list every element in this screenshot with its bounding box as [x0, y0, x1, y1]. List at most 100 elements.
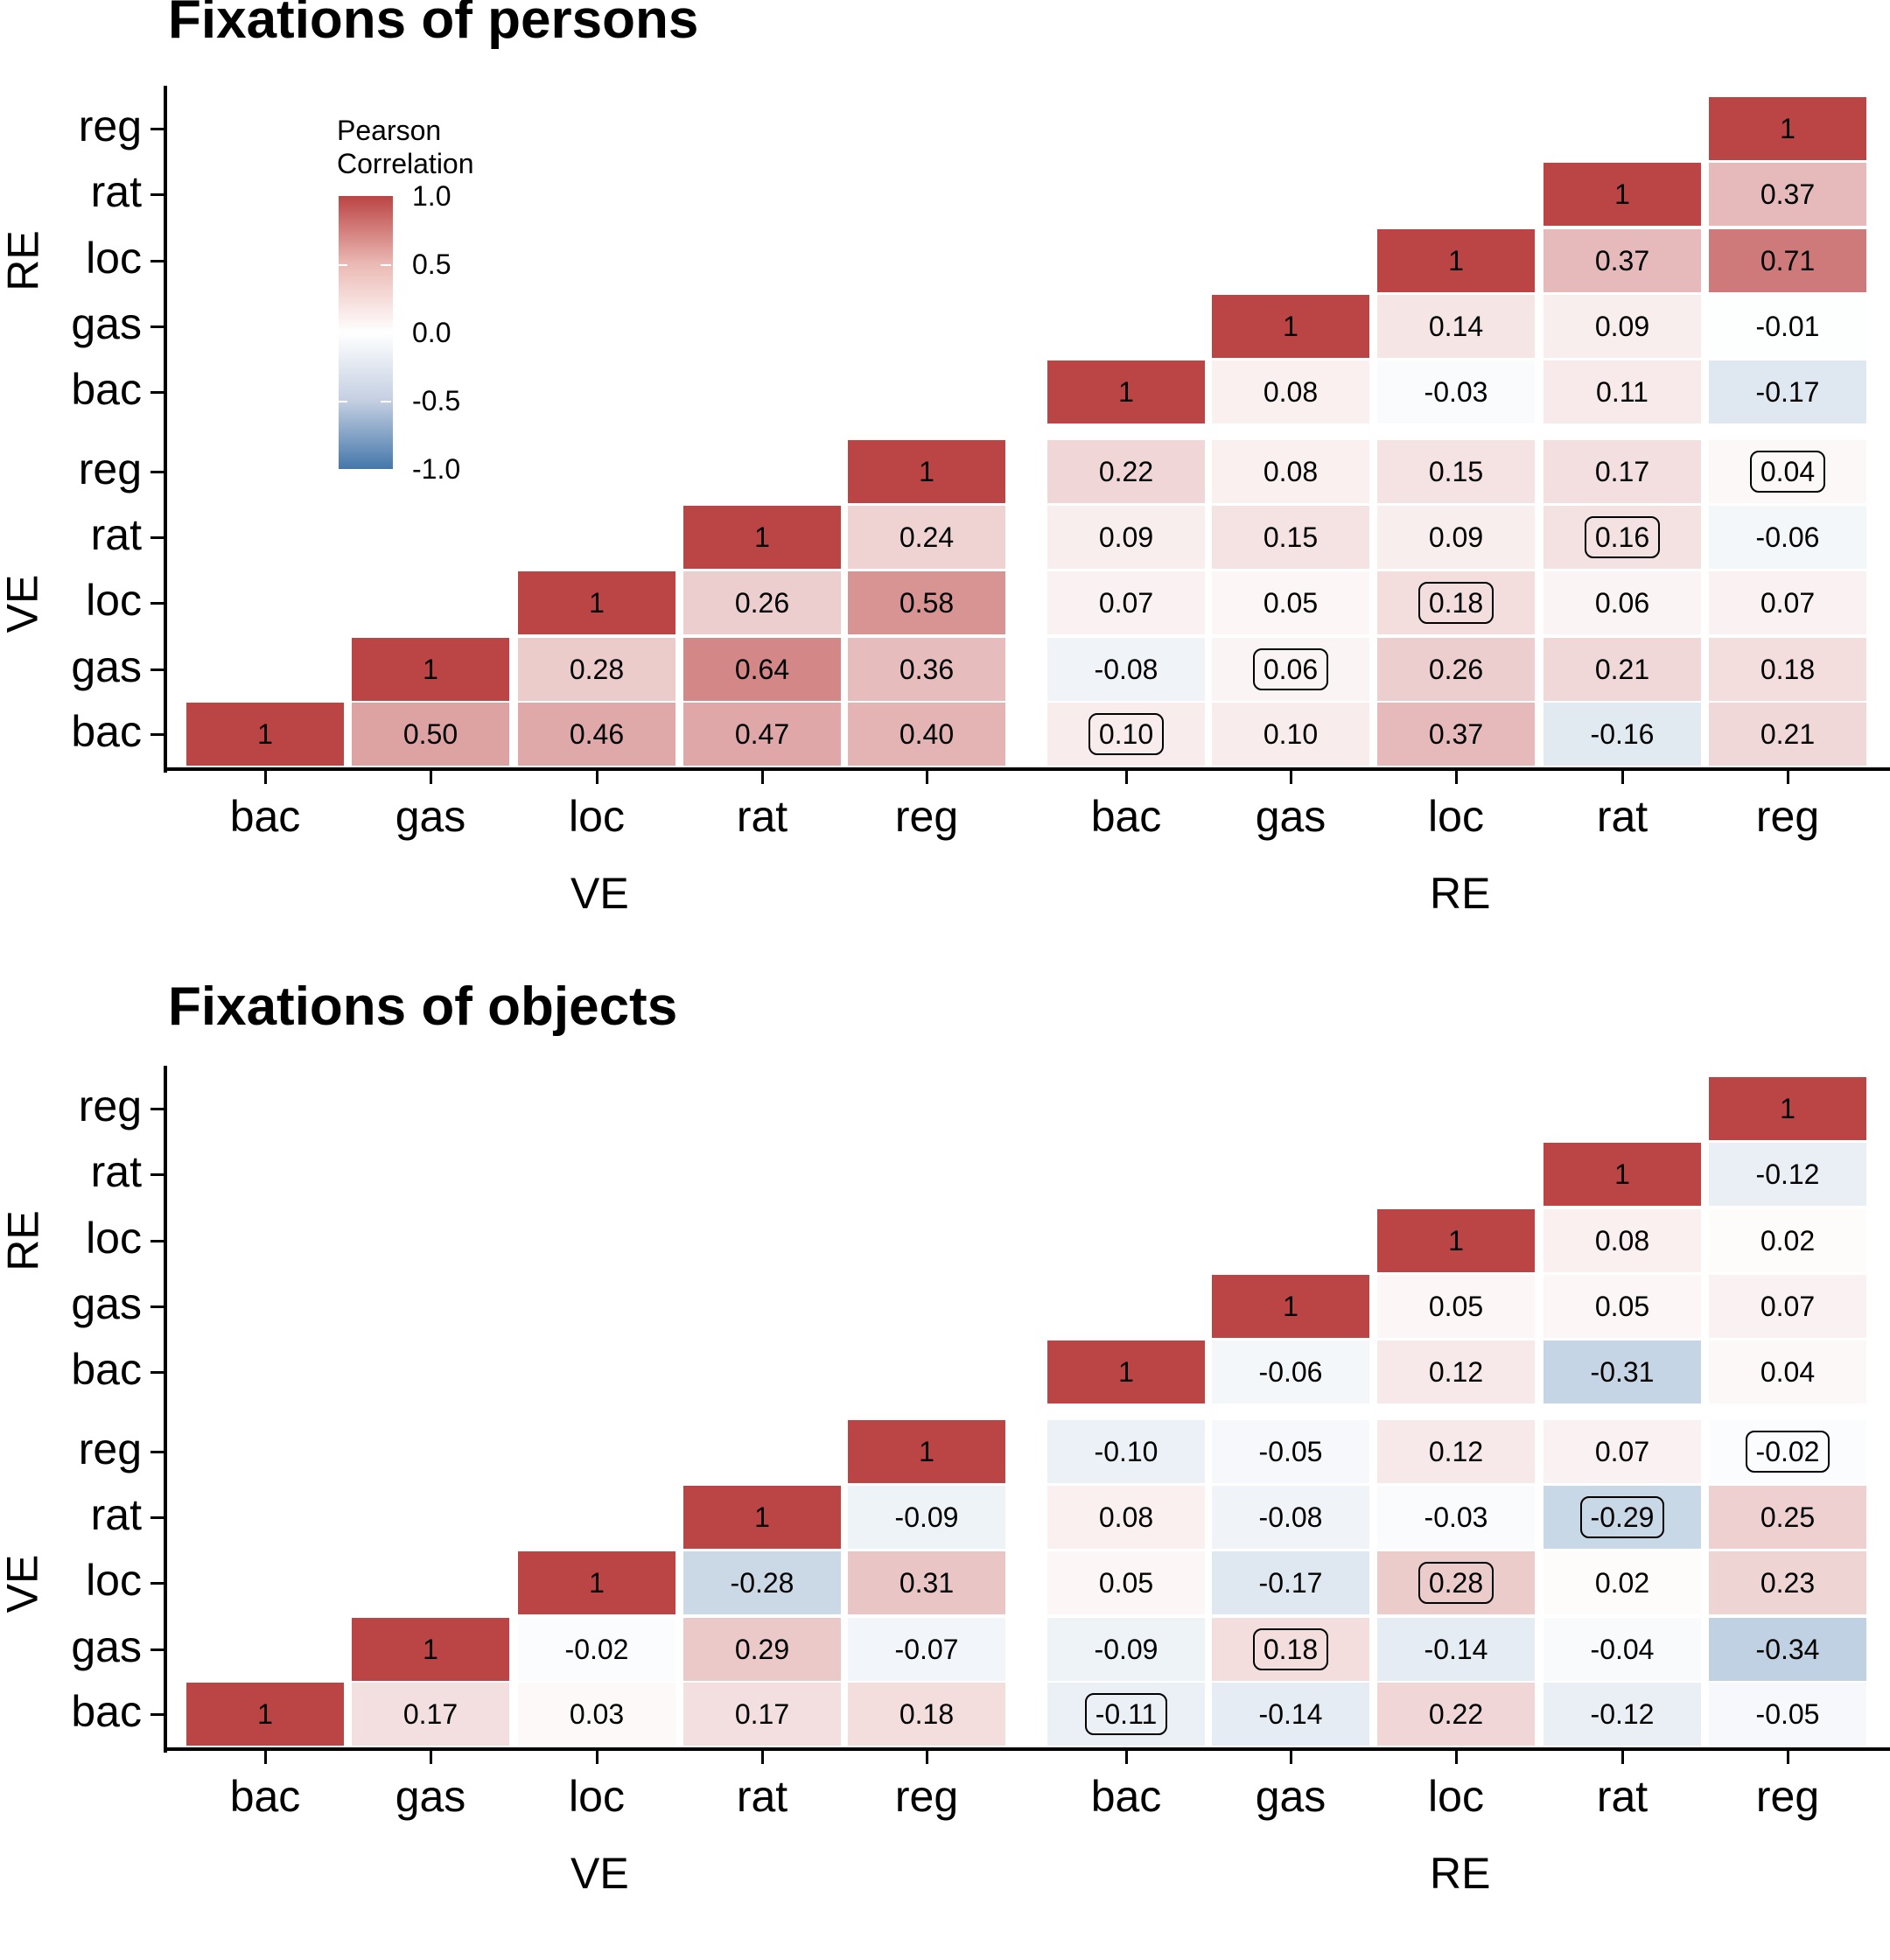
cell-value: 0.23	[1760, 1567, 1816, 1599]
cell-value: 0.22	[1098, 456, 1154, 487]
x-axis-line	[164, 1747, 1890, 1751]
heatmap-cell: 0.09	[1377, 506, 1535, 569]
heatmap-cell: 1	[1709, 1077, 1866, 1140]
heatmap-cell: -0.03	[1377, 360, 1535, 424]
cell-value: 1	[754, 1502, 770, 1533]
cell-value: 0.18	[1418, 582, 1494, 624]
cell-value: -0.02	[564, 1634, 629, 1665]
y-tick-label: rat	[90, 1490, 142, 1539]
heatmap-cell: -0.08	[1047, 638, 1205, 701]
heatmap-cell: 0.02	[1544, 1551, 1701, 1614]
heatmap-cell: 0.05	[1377, 1275, 1535, 1338]
cell-value: 1	[1448, 1225, 1464, 1256]
y-axis-line	[164, 1066, 167, 1753]
heatmap-cell: 0.15	[1212, 506, 1369, 569]
cell-value: 0.36	[899, 654, 955, 685]
color-legend: Pearson Correlation 1.0 0.5 0.0 -0.5 -1.0	[337, 114, 474, 483]
y-tick-mark	[150, 1173, 164, 1176]
cell-value: 0.17	[1594, 456, 1650, 487]
cell-value: -0.02	[1745, 1431, 1830, 1473]
cell-value: 1	[257, 1698, 273, 1730]
x-tick-mark	[264, 1750, 267, 1764]
cell-value: 0.06	[1252, 648, 1329, 690]
cell-value: 0.03	[569, 1698, 625, 1730]
cell-value: -0.01	[1755, 311, 1820, 342]
cell-value: 0.08	[1263, 376, 1319, 408]
chart-title: Fixations of objects	[168, 976, 678, 1037]
heatmap-cell: 0.28	[518, 638, 676, 701]
heatmap-cell: 0.71	[1709, 229, 1866, 292]
cell-value: -0.17	[1258, 1567, 1323, 1599]
cell-value: 0.08	[1263, 456, 1319, 487]
cell-value: 0.37	[1760, 178, 1816, 210]
heatmap-cell: -0.03	[1377, 1486, 1535, 1549]
y-tick-label: reg	[78, 444, 142, 494]
heatmap-cell: 0.29	[683, 1618, 841, 1681]
cell-value: -0.05	[1755, 1698, 1820, 1730]
heatmap-cell: 0.46	[518, 703, 676, 766]
x-tick-label: reg	[894, 792, 959, 841]
heatmap-cell: 1	[1709, 97, 1866, 160]
heatmap-cell: 0.04	[1709, 440, 1866, 503]
heatmap-cell: 1	[352, 638, 509, 701]
heatmap-cell: 1	[352, 1618, 509, 1681]
y-tick-label: bac	[71, 365, 142, 414]
x-tick-mark	[430, 770, 432, 784]
cell-value: 0.02	[1760, 1225, 1816, 1256]
legend-tick-mark	[337, 332, 391, 334]
cell-value: 0.37	[1428, 718, 1484, 750]
heatmap-cell: -0.09	[848, 1486, 1005, 1549]
cell-value: -0.09	[1094, 1634, 1158, 1665]
legend-tick-label: 0.0	[412, 317, 452, 348]
legend-tick-mark	[337, 401, 391, 402]
cell-value: 1	[1283, 311, 1298, 342]
x-tick-mark	[1787, 770, 1789, 784]
heatmap-cell: 0.40	[848, 703, 1005, 766]
x-axis-title-re: RE	[1430, 869, 1491, 918]
y-tick-label: bac	[71, 1687, 142, 1736]
cell-value: -0.03	[1424, 1502, 1488, 1533]
heatmap-cell: 1	[1047, 1340, 1205, 1404]
cell-value: -0.12	[1590, 1698, 1655, 1730]
cell-value: 0.21	[1594, 654, 1650, 685]
cell-value: -0.04	[1590, 1634, 1655, 1665]
x-tick-label: loc	[569, 792, 625, 841]
cell-value: 0.26	[1428, 654, 1484, 685]
heatmap-cell: -0.08	[1212, 1486, 1369, 1549]
cell-value: 1	[1614, 1158, 1630, 1190]
heatmap-cell: 0.02	[1709, 1209, 1866, 1272]
heatmap-cell: -0.14	[1377, 1618, 1535, 1681]
heatmap-cell: 0.10	[1047, 703, 1205, 766]
cell-value: -0.10	[1094, 1436, 1158, 1467]
x-tick-mark	[926, 770, 928, 784]
heatmap-cell: 0.37	[1544, 229, 1701, 292]
y-tick-label: gas	[71, 1622, 142, 1671]
heatmap-cell: 0.03	[518, 1683, 676, 1746]
heatmap-cell: 0.11	[1544, 360, 1701, 424]
heatmap-cell: -0.02	[518, 1618, 676, 1681]
heatmap-cell: 1	[1544, 1143, 1701, 1206]
heatmap-cell: 0.25	[1709, 1486, 1866, 1549]
cell-value: 1	[1118, 376, 1134, 408]
cell-value: 0.02	[1594, 1567, 1650, 1599]
x-tick-label: rat	[736, 792, 788, 841]
y-tick-label: bac	[71, 707, 142, 756]
x-tick-mark	[1290, 1750, 1292, 1764]
legend-tick-label: -0.5	[412, 385, 461, 416]
heatmap-cell: 0.17	[1544, 440, 1701, 503]
heatmap-cell: -0.06	[1709, 506, 1866, 569]
cell-value: -0.06	[1258, 1356, 1323, 1388]
y-tick-mark	[150, 733, 164, 736]
heatmap-cell: 1	[186, 1683, 344, 1746]
heatmap-cell: 0.08	[1544, 1209, 1701, 1272]
cell-value: 0.29	[734, 1634, 790, 1665]
x-tick-label: loc	[1428, 1772, 1484, 1821]
cell-value: 0.07	[1098, 587, 1154, 619]
heatmap-cell: 0.09	[1544, 295, 1701, 358]
heatmap-cell: 0.08	[1212, 440, 1369, 503]
heatmap-cell: -0.14	[1212, 1683, 1369, 1746]
heatmap-cell: 1	[518, 571, 676, 634]
y-tick-label: gas	[71, 642, 142, 691]
cell-value: -0.14	[1258, 1698, 1323, 1730]
cell-value: 0.58	[899, 587, 955, 619]
